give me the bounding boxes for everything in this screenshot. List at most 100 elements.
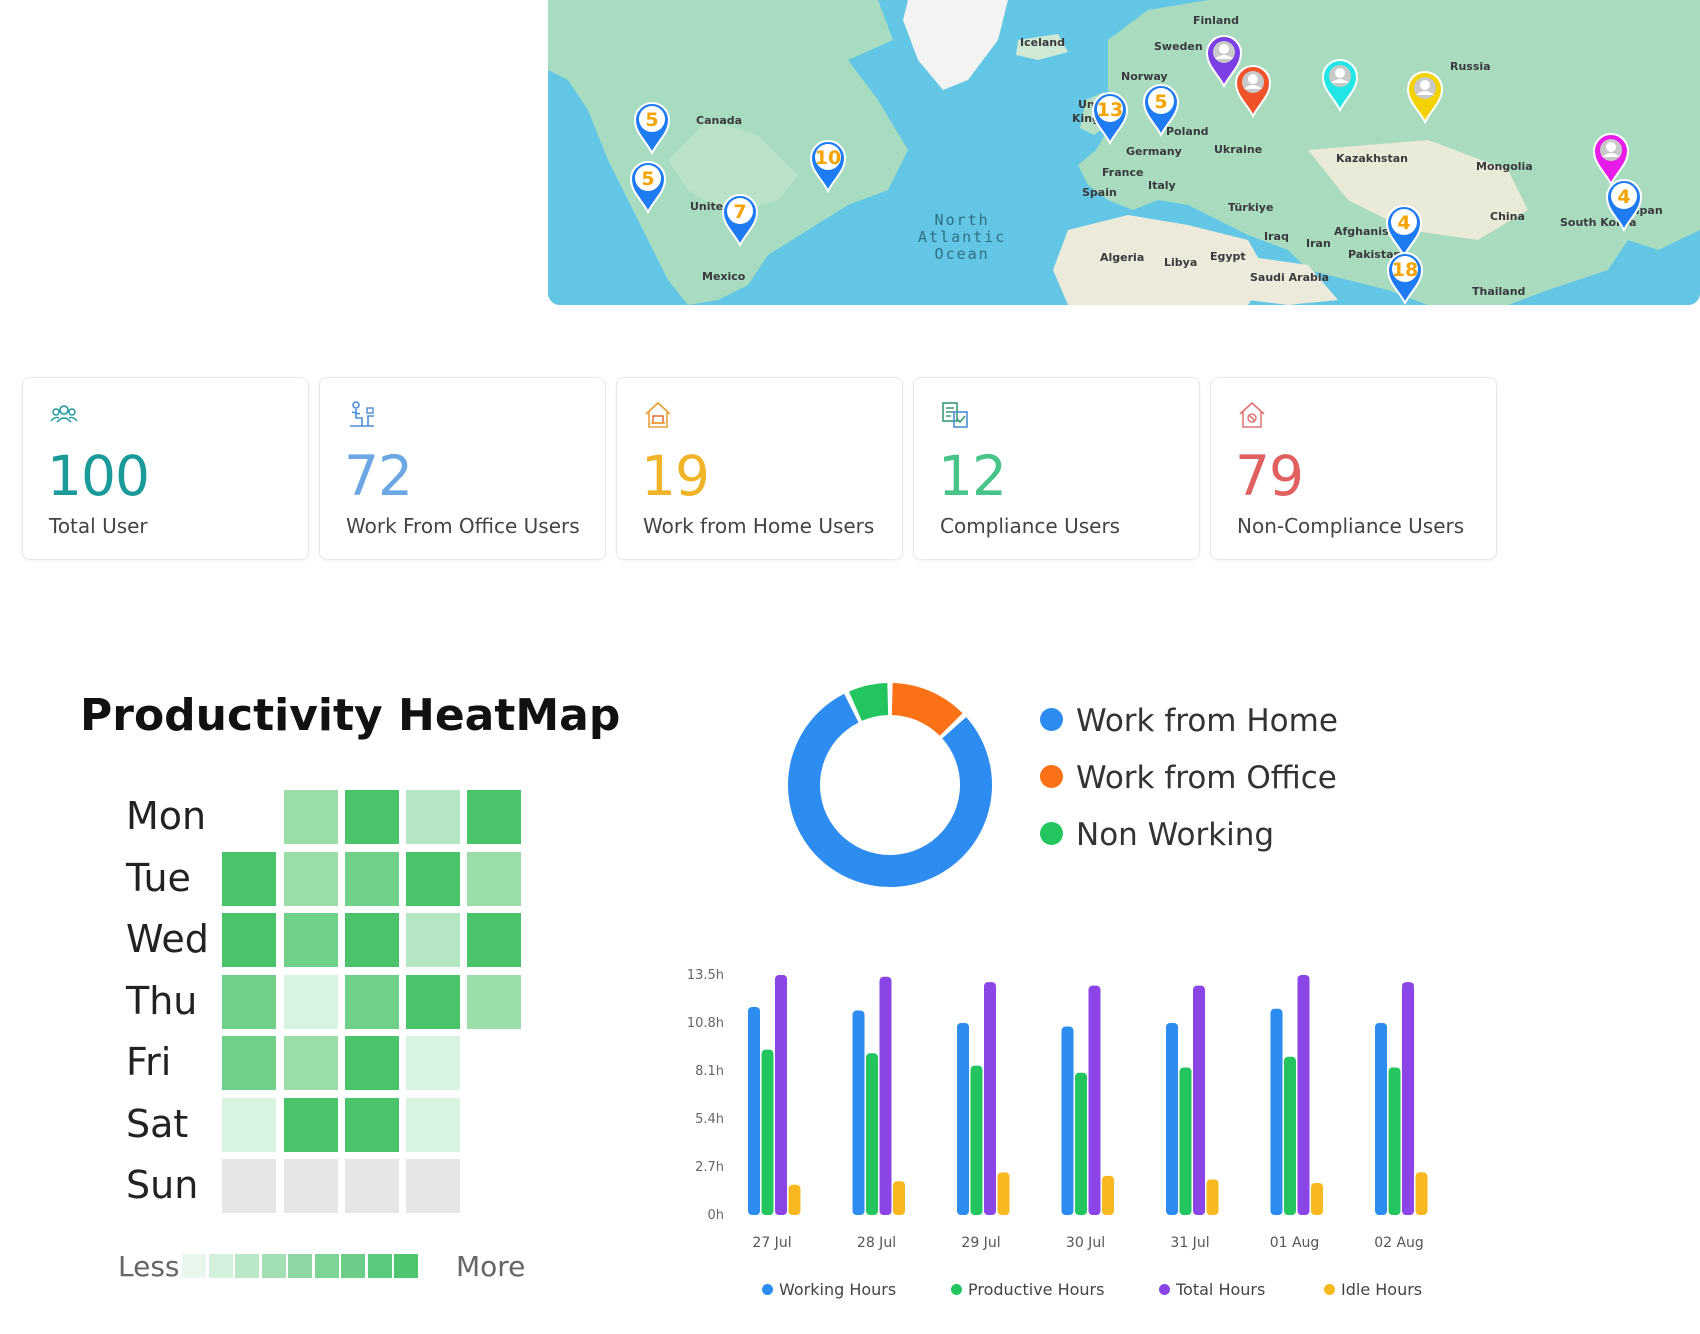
stat-label: Compliance Users (940, 514, 1121, 538)
heatmap-cell[interactable] (284, 913, 338, 967)
stat-card-work-from-office-users[interactable]: 72 Work From Office Users (319, 377, 606, 560)
user-location-pin[interactable] (1233, 64, 1273, 118)
bar-total-hours[interactable] (1297, 975, 1310, 1215)
bar-idle-hours[interactable] (788, 1184, 801, 1215)
heatmap-cell[interactable] (467, 851, 521, 906)
bar-working-hours[interactable] (852, 1010, 865, 1215)
bar-working-hours[interactable] (1061, 1026, 1074, 1215)
user-location-pin[interactable] (1405, 70, 1445, 124)
bar-total-hours[interactable] (1402, 982, 1414, 1215)
bar-total-hours[interactable] (879, 976, 892, 1215)
user-location-pin[interactable] (1320, 58, 1360, 112)
bar-legend-item[interactable]: Total Hours (1159, 1280, 1265, 1299)
cluster-pin[interactable]: 4 (1604, 178, 1644, 232)
bar-total-hours[interactable] (1193, 985, 1205, 1215)
heatmap-cell[interactable] (406, 1159, 460, 1213)
heatmap-cell[interactable] (406, 974, 460, 1029)
map-country-label: United (690, 200, 732, 213)
cluster-count: 18 (1391, 259, 1419, 281)
cluster-pin[interactable]: 18 (1385, 251, 1425, 305)
bar-productive-hours[interactable] (970, 1065, 983, 1215)
cluster-pin[interactable]: 5 (628, 160, 668, 214)
bar-idle-hours[interactable] (1206, 1179, 1219, 1215)
bar-legend-item[interactable]: Working Hours (762, 1280, 896, 1299)
heatmap-cell[interactable] (222, 974, 276, 1029)
x-tick-label: 31 Jul (1170, 1235, 1209, 1251)
heatmap-cell[interactable] (345, 974, 399, 1029)
heatmap-cell[interactable] (467, 913, 521, 967)
bar-idle-hours[interactable] (1102, 1175, 1114, 1215)
heatmap-cell[interactable] (345, 1159, 399, 1213)
heatmap-cell[interactable] (284, 1036, 338, 1090)
cluster-count: 13 (1096, 99, 1124, 121)
work-mode-donut-chart[interactable] (780, 675, 1000, 895)
cluster-pin[interactable]: 10 (808, 139, 848, 193)
heatmap-cell[interactable] (222, 1036, 276, 1090)
bar-idle-hours[interactable] (997, 1172, 1010, 1215)
bar-total-hours[interactable] (984, 982, 996, 1215)
heatmap-cell[interactable] (406, 1036, 460, 1090)
bar-productive-hours[interactable] (1388, 1067, 1401, 1215)
heatmap-cell[interactable] (284, 851, 338, 906)
heatmap-cell[interactable] (284, 1097, 338, 1152)
stat-card-total-user[interactable]: 100 Total User (22, 377, 309, 560)
map-country-label: Libya (1164, 256, 1198, 269)
donut-slice-work-from-office[interactable] (891, 683, 963, 737)
heatmap-cell[interactable] (284, 974, 338, 1029)
cluster-pin[interactable]: 5 (1141, 83, 1181, 137)
legend-dot-icon (1040, 822, 1063, 845)
world-map[interactable]: Finland Iceland Sweden Norway Russia Un King Po… (548, 0, 1700, 305)
donut-slice-non-working[interactable] (849, 683, 889, 722)
stat-card-compliance-users[interactable]: 12 Compliance Users (913, 377, 1200, 560)
heatmap-cell[interactable] (284, 790, 338, 844)
user-location-pin[interactable] (1591, 132, 1631, 186)
heatmap-cell[interactable] (406, 1097, 460, 1152)
donut-slice-work-from-home[interactable] (788, 693, 992, 887)
bar-productive-hours[interactable] (1179, 1067, 1192, 1215)
heatmap-cell[interactable] (467, 974, 521, 1029)
heatmap-cell[interactable] (345, 1036, 399, 1090)
bar-legend-item[interactable]: Productive Hours (951, 1280, 1104, 1299)
heatmap-cell[interactable] (406, 790, 460, 844)
bar-productive-hours[interactable] (1284, 1056, 1296, 1215)
bar-working-hours[interactable] (1375, 1023, 1387, 1215)
bar-working-hours[interactable] (1270, 1008, 1283, 1215)
hours-bar-chart[interactable]: 0h 2.7h 5.4h 8.1h 10.8h 13.5h 27 Jul 28 Jul 29 J… (680, 955, 1480, 1255)
cluster-pin[interactable]: 4 (1384, 204, 1424, 258)
heatmap-cell[interactable] (222, 1097, 276, 1152)
heatmap-cell[interactable] (345, 1097, 399, 1152)
heatmap-cell[interactable] (345, 851, 399, 906)
heatmap-cell[interactable] (345, 913, 399, 967)
bar-total-hours[interactable] (775, 975, 787, 1215)
cluster-pin[interactable]: 5 (632, 101, 672, 155)
bar-productive-hours[interactable] (866, 1053, 878, 1215)
heatmap-cell[interactable] (222, 1159, 276, 1213)
bar-productive-hours[interactable] (761, 1049, 774, 1215)
stat-value: 79 (1235, 444, 1304, 508)
donut-legend-item[interactable]: Work from Office (1040, 760, 1337, 796)
heatmap-cell[interactable] (345, 790, 399, 844)
heatmap-cell[interactable] (406, 913, 460, 967)
heatmap-cell[interactable] (222, 913, 276, 967)
bar-productive-hours[interactable] (1075, 1072, 1087, 1215)
heatmap-cell[interactable] (222, 851, 276, 906)
bar-legend-item[interactable]: Idle Hours (1324, 1280, 1422, 1299)
bar-working-hours[interactable] (1166, 1023, 1178, 1215)
bar-working-hours[interactable] (748, 1007, 760, 1215)
user-location-pin[interactable] (1204, 34, 1244, 88)
compliance-icon (940, 400, 970, 430)
heatmap-cell[interactable] (467, 790, 521, 844)
stat-card-work-from-home-users[interactable]: 19 Work from Home Users (616, 377, 903, 560)
bar-idle-hours[interactable] (893, 1181, 905, 1215)
heatmap-cell[interactable] (406, 851, 460, 906)
heatmap-cell[interactable] (284, 1159, 338, 1213)
bar-idle-hours[interactable] (1311, 1183, 1323, 1215)
cluster-pin[interactable]: 13 (1090, 91, 1130, 145)
bar-working-hours[interactable] (957, 1023, 969, 1215)
stat-card-non-compliance-users[interactable]: 79 Non-Compliance Users (1210, 377, 1497, 560)
donut-legend-item[interactable]: Work from Home (1040, 703, 1338, 739)
bar-idle-hours[interactable] (1415, 1172, 1428, 1215)
donut-legend-item[interactable]: Non Working (1040, 817, 1274, 853)
cluster-pin[interactable]: 7 (720, 193, 760, 247)
bar-total-hours[interactable] (1088, 985, 1101, 1215)
